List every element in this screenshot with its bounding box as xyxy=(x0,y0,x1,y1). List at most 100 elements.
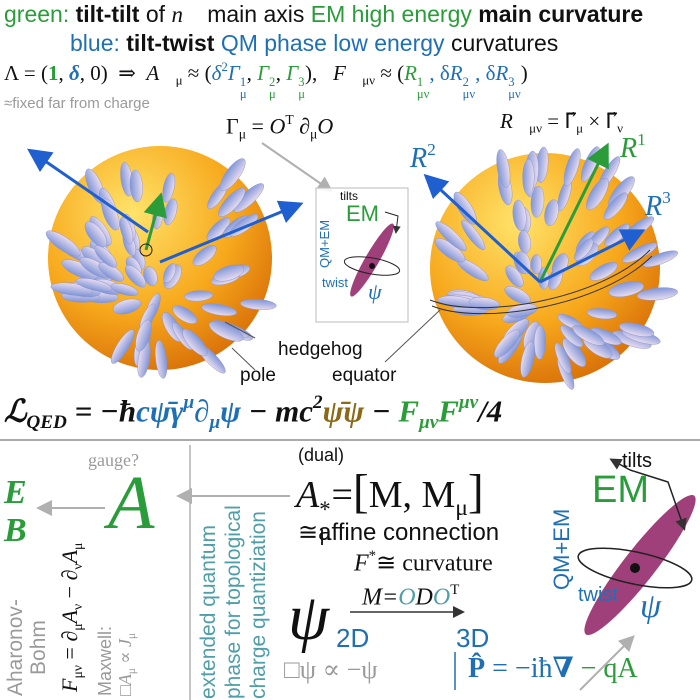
equator-line xyxy=(429,249,651,309)
label: 2D xyxy=(336,623,370,653)
text-part: main axis xyxy=(207,1,305,27)
formula-part: ψ̄ψ xyxy=(322,393,365,429)
formula-part: , xyxy=(58,61,70,86)
formula-part: 3 xyxy=(298,74,305,89)
spike xyxy=(201,303,237,317)
spike xyxy=(563,148,581,187)
spike xyxy=(468,297,500,311)
arrow xyxy=(539,229,646,284)
spike xyxy=(530,254,542,275)
formula-part: − xyxy=(364,393,399,429)
formula-part: − ∂ xyxy=(57,569,82,604)
formula-part: R xyxy=(495,61,509,86)
formula-part: μ xyxy=(175,72,183,88)
label: Aharonov- Bohm xyxy=(4,599,50,696)
spike xyxy=(218,187,246,217)
formula-part: F xyxy=(438,393,459,429)
formula-part: ℒ xyxy=(4,393,27,429)
formula-part: μ xyxy=(239,87,247,102)
formula-part: R xyxy=(645,191,663,223)
formula-part: δ xyxy=(211,61,222,86)
dot xyxy=(630,563,640,573)
formula-part: Γ xyxy=(286,61,299,86)
spike xyxy=(574,238,594,261)
formula-part: O xyxy=(432,584,451,611)
label: equator xyxy=(332,365,397,386)
spike xyxy=(493,329,521,358)
text-part: Bohm xyxy=(27,620,51,675)
spike xyxy=(504,286,531,304)
formula-part: ≈ ( xyxy=(375,61,405,86)
spike xyxy=(240,299,277,311)
label: twist xyxy=(322,275,348,290)
formula-part: μν xyxy=(529,120,543,136)
text-part: charge quantiziation xyxy=(247,511,271,699)
formula-part: A xyxy=(57,610,82,624)
formula-part: ψ xyxy=(220,393,241,429)
formula: P̂ = −iħ∇ − qA xyxy=(468,653,638,685)
formula-part: ν xyxy=(69,603,85,611)
formula-part: O xyxy=(317,113,334,139)
formula-part: Γ xyxy=(257,61,270,86)
spike xyxy=(206,217,231,241)
spike xyxy=(608,281,644,298)
formula: F*≅ curvature xyxy=(354,548,493,577)
formula-part: − xyxy=(240,393,276,429)
pointer xyxy=(384,309,441,363)
formula-part: F xyxy=(57,678,82,692)
formula-part: R xyxy=(410,143,428,175)
text-part: blue: xyxy=(70,30,120,56)
arrow xyxy=(261,142,334,193)
arrow xyxy=(579,635,635,691)
formula-part: * xyxy=(319,497,331,523)
formula-part: − qA xyxy=(573,653,638,684)
formula-part: D xyxy=(415,584,433,611)
formula-part: , xyxy=(275,61,287,86)
formula-part: 2 xyxy=(269,74,276,89)
formula-part: μ xyxy=(269,87,276,102)
text-part: QM phase low energy xyxy=(220,30,445,56)
formula-part: , 0) ⇒ xyxy=(79,61,147,86)
formula-part: = −ħ xyxy=(66,393,137,429)
spike xyxy=(619,322,655,337)
arrow xyxy=(143,192,167,251)
formula-part: = xyxy=(542,109,565,133)
marker-circle xyxy=(139,243,153,257)
arrow xyxy=(609,458,631,471)
spike xyxy=(586,308,618,320)
formula: Γμ = OT ∂μO xyxy=(226,112,333,141)
label: Maxwell: □Aμ ∝ Jμ xyxy=(95,626,138,696)
label: EM xyxy=(346,201,379,226)
spike xyxy=(586,177,609,211)
spike xyxy=(163,263,177,283)
formula-part: c xyxy=(136,393,150,429)
spike xyxy=(461,219,486,251)
formula: M=ODOT xyxy=(362,582,459,611)
spike xyxy=(520,341,536,378)
formula-part: μν xyxy=(362,72,376,88)
spike xyxy=(182,328,208,357)
formula-part: , δ xyxy=(475,61,496,86)
label: ψ xyxy=(368,279,382,304)
formula-part: ∂ xyxy=(194,393,210,429)
formula-part: μ xyxy=(298,87,306,102)
spike xyxy=(112,298,142,315)
formula-part: [ xyxy=(352,466,369,518)
note: ≈fixed far from charge xyxy=(4,95,150,112)
formula-part: , δ xyxy=(429,61,450,86)
label: extended quantum phase for topological cha… xyxy=(196,505,272,699)
spike xyxy=(94,245,118,268)
spike xyxy=(589,262,618,281)
spike xyxy=(172,305,198,324)
formula-part: ∇ xyxy=(552,653,574,684)
formula-part: A xyxy=(114,674,135,686)
spike xyxy=(192,245,217,267)
formula-part: μν xyxy=(462,87,476,102)
dot xyxy=(369,263,375,269)
label: tilts xyxy=(622,450,652,472)
formula-part: ) xyxy=(520,61,528,86)
formula-part: R xyxy=(620,133,638,165)
